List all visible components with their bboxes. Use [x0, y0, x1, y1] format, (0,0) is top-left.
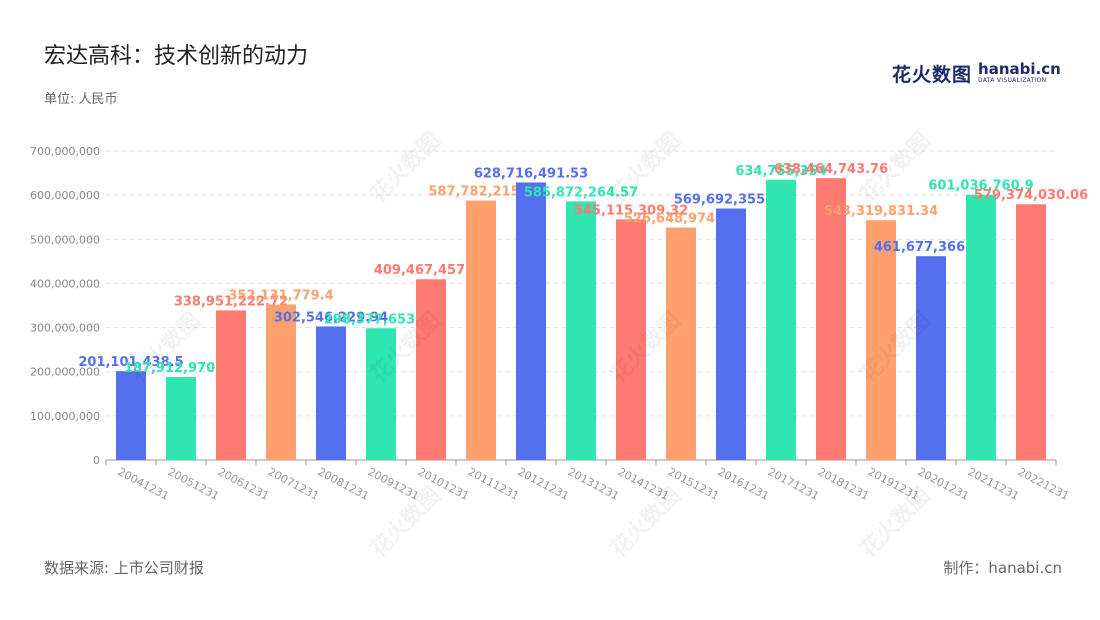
bar: [216, 310, 246, 460]
bar: [966, 194, 996, 461]
data-label: 302,546,229.94: [274, 310, 388, 325]
data-label: 187,912,970.55: [124, 361, 238, 376]
y-tick-label: 0: [93, 454, 100, 467]
data-label: 545,115,309.32: [574, 203, 688, 218]
x-tick-label: 20101231: [416, 465, 472, 503]
data-label: 338,951,222.72: [174, 294, 288, 309]
x-tick-label: 20211231: [966, 465, 1022, 503]
data-label: 634,755,354: [735, 164, 826, 179]
bar: [516, 182, 546, 460]
x-tick-label: 20091231: [366, 465, 422, 503]
bar: [766, 179, 796, 461]
bar: [116, 371, 146, 460]
logo-en-block: hanabi.cn DATA VISUALIZATION: [978, 62, 1061, 85]
data-label: 543,319,831.34: [824, 204, 938, 219]
x-tick-label: 20071231: [266, 465, 322, 503]
x-tick-label: 20051231: [166, 465, 222, 503]
logo-sub-text: DATA VISUALIZATION: [978, 77, 1047, 84]
bar: [416, 279, 446, 460]
bar: [566, 201, 596, 460]
bar: [866, 220, 896, 460]
y-tick-label: 600,000,000: [30, 189, 100, 202]
x-tick-label: 20121231: [516, 465, 572, 503]
bar: [366, 328, 396, 460]
logo-cn-text: 花火数图: [892, 64, 973, 86]
x-tick-label: 20161231: [716, 465, 772, 503]
data-label: 569,692,355.56: [674, 193, 788, 208]
chart-title: 宏达高科：技术创新的动力: [44, 44, 309, 69]
x-tick-label: 20191231: [866, 465, 922, 503]
data-label: 298,377,653.88: [324, 312, 438, 327]
x-tick-label: 20151231: [666, 465, 722, 503]
y-tick-label: 100,000,000: [30, 410, 100, 423]
x-tick-label: 20081231: [316, 465, 372, 503]
bar: [466, 200, 496, 460]
data-label: 587,782,215.1: [428, 185, 533, 200]
bar: [616, 219, 646, 460]
x-tick-label: 20111231: [466, 465, 522, 503]
x-tick-label: 20201231: [916, 465, 972, 503]
data-label: 601,036,760.9: [928, 179, 1033, 194]
bar: [1016, 204, 1046, 460]
data-label: 461,677,366.93: [874, 240, 988, 255]
x-tick-label: 20141231: [616, 465, 672, 503]
x-tick-label: 20041231: [116, 465, 172, 503]
bar: [716, 208, 746, 460]
bar: [316, 326, 346, 460]
maker-credit: 制作：hanabi.cn: [943, 559, 1062, 577]
data-label: 579,374,030.06: [974, 188, 1088, 203]
data-label: 352,131,779.4: [228, 289, 333, 304]
data-source: 数据来源: 上市公司财报: [44, 559, 204, 577]
bar: [916, 256, 946, 460]
data-label: 638,464,743.76: [774, 162, 888, 177]
bar: [816, 178, 846, 460]
x-tick-label: 20221231: [1016, 465, 1072, 503]
logo-en-text: hanabi.cn: [978, 60, 1061, 78]
bar: [166, 377, 196, 460]
y-tick-label: 700,000,000: [30, 145, 100, 158]
unit-label: 单位: 人民币: [44, 92, 118, 107]
brand-logo: 花火数图 hanabi.cn DATA VISUALIZATION: [892, 60, 1061, 87]
y-tick-label: 200,000,000: [30, 366, 100, 379]
bar: [266, 304, 296, 460]
y-tick-label: 300,000,000: [30, 322, 100, 335]
x-tick-label: 20061231: [216, 465, 272, 503]
data-label: 526,648,974.49: [624, 212, 738, 227]
y-tick-label: 500,000,000: [30, 233, 100, 246]
data-label: 585,872,264.57: [524, 185, 638, 200]
bar: [666, 227, 696, 460]
y-tick-label: 400,000,000: [30, 277, 100, 290]
data-label: 628,716,491.53: [474, 166, 588, 181]
data-label: 201,101,438.5: [78, 355, 183, 370]
x-tick-label: 20171231: [766, 465, 822, 503]
x-tick-label: 20181231: [816, 465, 872, 503]
data-label: 409,467,457.09: [374, 263, 488, 278]
x-tick-label: 20131231: [566, 465, 622, 503]
